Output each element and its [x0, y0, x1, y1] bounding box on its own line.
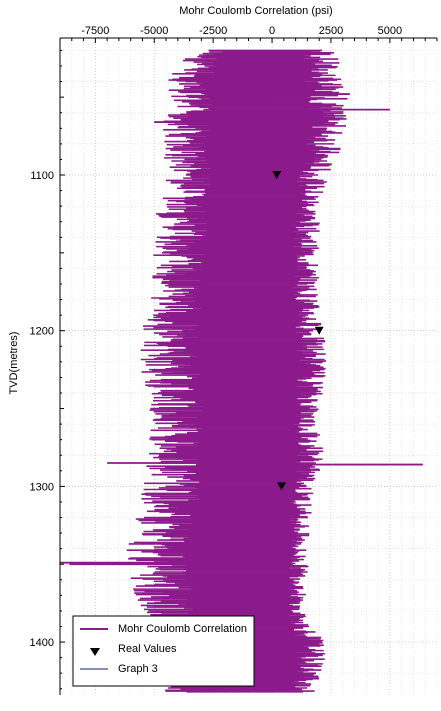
- legend: Mohr Coulomb Correlation Real Values Gra…: [72, 615, 255, 687]
- legend-label-graph-3: Graph 3: [118, 663, 158, 675]
- y-axis-title: TVD(metres): [8, 332, 20, 395]
- real-value-marker: [314, 326, 324, 335]
- mohr-coulomb-series: [60, 49, 423, 693]
- x-axis-ticks: -7500 -5000 -2500 0 2500 5000: [59, 25, 438, 43]
- real-value-marker: [276, 482, 286, 491]
- y-axis-ticks: 1100 1200 1300 1400: [30, 49, 65, 690]
- y-tick-label: 1400: [30, 637, 54, 649]
- x-tick-label: 2500: [319, 25, 343, 37]
- y-tick-label: 1300: [30, 481, 54, 493]
- x-tick-label: -5000: [140, 25, 168, 37]
- x-tick-label: -7500: [81, 25, 109, 37]
- legend-label-mohr-coulomb: Mohr Coulomb Correlation: [118, 623, 247, 635]
- x-axis-title: Mohr Coulomb Correlation (psi): [179, 5, 332, 17]
- x-tick-label: 5000: [378, 25, 402, 37]
- x-tick-label: -2500: [199, 25, 227, 37]
- legend-label-real-values: Real Values: [118, 643, 177, 655]
- legend-swatch-real-values: [90, 648, 100, 656]
- legend-box: [72, 615, 255, 687]
- real-values-series: [272, 171, 324, 491]
- y-tick-label: 1100: [30, 170, 54, 182]
- real-value-marker: [272, 171, 282, 180]
- y-tick-label: 1200: [30, 326, 54, 338]
- x-tick-label: 0: [269, 25, 275, 37]
